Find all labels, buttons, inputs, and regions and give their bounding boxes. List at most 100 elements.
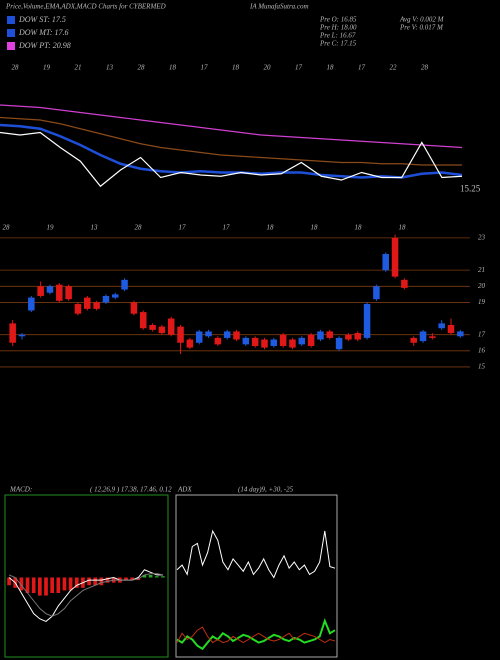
x-tick-label: 19: [43, 64, 51, 72]
candle-body: [363, 304, 371, 338]
legend-swatch: [7, 29, 15, 37]
x-tick-label: 28: [12, 64, 20, 72]
macd-bar: [148, 574, 153, 578]
candle-body: [102, 295, 110, 303]
macd-bar: [74, 577, 79, 588]
candle-body: [419, 331, 427, 342]
macd-bar: [68, 577, 73, 591]
candle-body: [382, 254, 389, 271]
x-tick-label: 13: [91, 224, 99, 232]
stat: Pre C: 17.15: [319, 40, 357, 48]
y-tick-label: 17: [478, 330, 486, 338]
ema-line: [0, 123, 463, 179]
x-tick-label: 17: [201, 64, 209, 72]
macd-frame: [4, 494, 169, 658]
panel-params: (14 day)9, +30, -25: [238, 486, 294, 494]
candle-body: [261, 339, 268, 348]
macd-bar: [124, 577, 128, 581]
x-tick-label: 17: [223, 224, 231, 232]
candle-body: [429, 336, 436, 338]
ema-line: [0, 104, 463, 149]
candle-body: [149, 325, 156, 330]
x-tick-label: 18: [311, 224, 319, 232]
macd-bar: [7, 577, 11, 586]
macd-bar: [31, 577, 36, 593]
macd-bar: [93, 577, 98, 586]
y-tick-label: 21: [478, 266, 485, 274]
candle-body: [242, 337, 250, 345]
candle-body: [205, 331, 212, 337]
candle-body: [158, 326, 166, 334]
candle-body: [401, 279, 408, 288]
chart-title: Price,Volume,EMA,ADX,MACD Charts for CYB…: [5, 3, 166, 11]
panel-title: ADX: [177, 486, 192, 494]
candle-body: [37, 286, 44, 296]
candle-body: [373, 286, 380, 300]
legend-label: DOW PT: 20.98: [18, 41, 71, 50]
macd-bar: [62, 577, 67, 591]
candle-body: [289, 339, 296, 348]
candle-body: [111, 294, 119, 298]
candle-body: [74, 304, 82, 314]
candle-body: [223, 331, 231, 338]
stat: Pre L: 16.67: [319, 32, 356, 40]
candle-body: [46, 286, 54, 293]
candle-body: [65, 286, 72, 300]
candle-body: [307, 334, 315, 346]
x-tick-label: 28: [135, 224, 143, 232]
x-tick-label: 18: [399, 224, 407, 232]
candle-body: [345, 334, 352, 340]
ema-line: [0, 131, 463, 188]
x-tick-label: 21: [75, 64, 82, 72]
candle-body: [214, 337, 222, 345]
candle-body: [233, 331, 240, 340]
x-tick-label: 18: [267, 224, 275, 232]
y-tick-label: 19: [478, 298, 486, 306]
macd-bar: [154, 576, 159, 578]
candle-body: [9, 323, 16, 343]
candle-body: [279, 334, 287, 346]
candle-body: [28, 297, 35, 311]
candle-body: [438, 323, 445, 329]
legend-swatch: [7, 42, 15, 50]
candle-body: [121, 279, 128, 290]
x-tick-label: 19: [47, 224, 55, 232]
x-tick-label: 17: [358, 64, 366, 72]
candle-body: [447, 325, 455, 334]
candle-body: [317, 331, 324, 340]
legend-label: DOW MT: 17.6: [18, 28, 69, 37]
candle-body: [457, 331, 464, 337]
x-tick-label: 18: [327, 64, 335, 72]
candle-body: [335, 337, 343, 350]
candle-body: [186, 339, 194, 348]
candle-body: [270, 339, 278, 346]
panel-title: MACD:: [9, 486, 32, 494]
stat: Pre V: 0.017 M: [399, 24, 444, 32]
candle-body: [410, 337, 417, 343]
x-tick-label: 28: [3, 224, 11, 232]
adx-frame: [175, 494, 338, 658]
site-name: IA MunafaSutra.com: [249, 3, 309, 11]
adx-line: [176, 618, 336, 651]
x-tick-label: 28: [138, 64, 146, 72]
macd-bar: [130, 577, 134, 581]
macd-bar: [105, 577, 110, 583]
x-tick-label: 17: [179, 224, 187, 232]
adx-line: [176, 626, 336, 644]
candle-body: [130, 302, 138, 314]
panel-params: ( 12,26,9 ) 17.38, 17.46, 0.12: [90, 486, 172, 494]
candle-body: [139, 312, 147, 329]
macd-bar: [142, 574, 147, 578]
x-tick-label: 13: [106, 64, 114, 72]
macd-line: [8, 569, 163, 622]
candle-body: [195, 331, 203, 343]
x-tick-label: 17: [295, 64, 303, 72]
y-tick-label: 16: [478, 346, 486, 354]
candle-body: [18, 334, 26, 337]
x-tick-label: 28: [421, 64, 429, 72]
macd-line: [8, 573, 164, 617]
adx-line: [176, 529, 336, 579]
candle-body: [298, 337, 306, 345]
